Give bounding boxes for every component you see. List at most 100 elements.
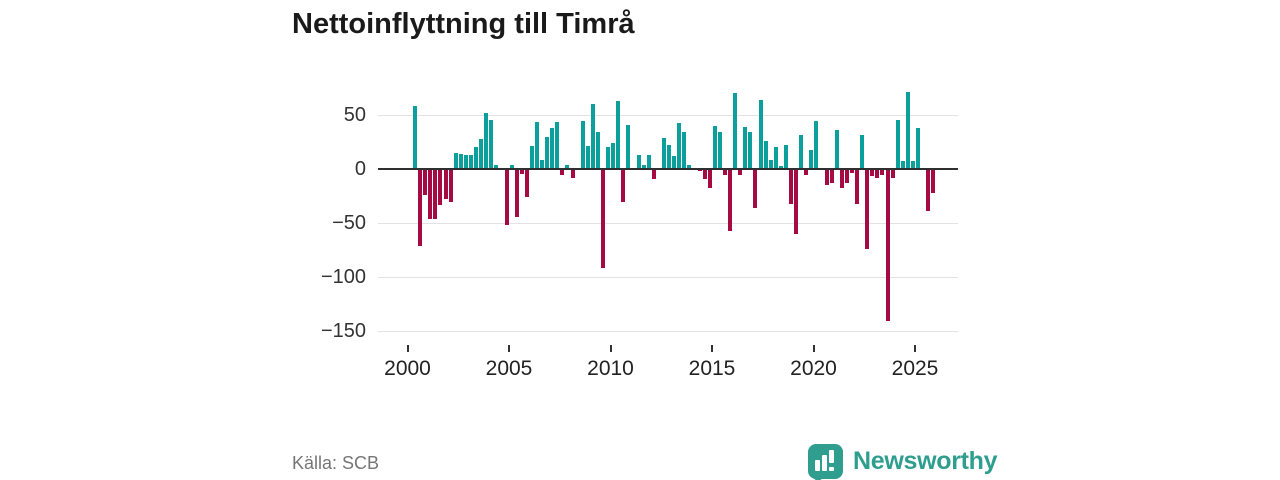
bar-positive bbox=[768, 159, 773, 170]
bar-negative bbox=[789, 169, 793, 204]
bar-negative bbox=[824, 169, 829, 186]
x-tick-label: 2015 bbox=[688, 357, 736, 380]
bar-positive bbox=[733, 92, 738, 170]
bar-positive bbox=[682, 131, 687, 170]
bar-positive bbox=[585, 145, 590, 170]
bar-positive bbox=[677, 122, 682, 170]
bar-positive bbox=[616, 101, 621, 170]
bar-negative bbox=[865, 169, 870, 250]
logo-bar-icon bbox=[815, 460, 820, 471]
x-tick-mark bbox=[406, 345, 409, 352]
x-tick-mark bbox=[914, 345, 916, 352]
bar-positive bbox=[687, 164, 692, 170]
bar-negative bbox=[438, 169, 443, 205]
bar-positive bbox=[717, 131, 722, 170]
bar-negative bbox=[855, 169, 860, 204]
bar-negative bbox=[794, 169, 799, 234]
bar-positive bbox=[611, 143, 616, 170]
chart-title: Nettoinflyttning till Timrå bbox=[292, 8, 635, 40]
x-tick-label: 2005 bbox=[485, 357, 533, 380]
bar-positive bbox=[463, 155, 468, 170]
bar-negative bbox=[697, 169, 702, 172]
bar-positive bbox=[905, 91, 910, 170]
logo-exclamation-icon bbox=[829, 450, 834, 463]
bar-negative bbox=[844, 169, 849, 184]
bar-positive bbox=[606, 146, 611, 170]
bar-positive bbox=[834, 130, 839, 170]
x-tick-label: 2025 bbox=[891, 357, 939, 380]
bar-negative bbox=[423, 169, 428, 196]
bar-positive bbox=[916, 128, 920, 170]
bar-negative bbox=[443, 169, 448, 200]
bar-positive bbox=[540, 159, 545, 170]
bar-negative bbox=[601, 169, 606, 269]
bar-negative bbox=[560, 169, 565, 175]
bar-negative bbox=[728, 169, 733, 231]
bar-positive bbox=[662, 138, 666, 170]
bar-positive bbox=[468, 155, 473, 170]
gridline bbox=[378, 114, 958, 116]
bar-positive bbox=[474, 146, 479, 170]
bar-positive bbox=[895, 119, 900, 170]
bar-negative bbox=[428, 169, 433, 219]
x-tick-mark bbox=[812, 345, 815, 352]
bar-positive bbox=[641, 164, 646, 170]
bar-negative bbox=[514, 169, 519, 217]
bar-positive bbox=[413, 105, 418, 170]
bar-positive bbox=[910, 160, 915, 170]
bar-positive bbox=[550, 128, 555, 170]
bar-positive bbox=[778, 166, 783, 170]
bar-negative bbox=[829, 169, 834, 184]
bar-positive bbox=[814, 120, 819, 170]
bar-positive bbox=[712, 126, 717, 170]
bar-negative bbox=[707, 169, 712, 188]
y-tick-label: 0 bbox=[354, 158, 366, 181]
bar-positive bbox=[758, 100, 763, 170]
bar-positive bbox=[900, 160, 905, 170]
bar-negative bbox=[885, 169, 890, 322]
brand-name: Newsworthy bbox=[853, 447, 998, 475]
bar-negative bbox=[875, 169, 880, 178]
y-tick-label: 50 bbox=[343, 104, 366, 127]
bar-positive bbox=[453, 153, 458, 170]
bar-negative bbox=[524, 169, 529, 198]
bar-positive bbox=[809, 149, 814, 170]
bar-positive bbox=[646, 155, 651, 170]
bar-negative bbox=[433, 169, 438, 219]
bar-negative bbox=[418, 169, 423, 246]
bar-positive bbox=[484, 113, 489, 170]
bar-positive bbox=[590, 103, 595, 170]
bar-positive bbox=[545, 136, 550, 170]
logo-exclamation-dot bbox=[829, 467, 834, 471]
bar-positive bbox=[458, 154, 463, 170]
y-tick-label: −50 bbox=[332, 212, 366, 235]
bar-negative bbox=[880, 169, 885, 175]
bar-positive bbox=[555, 121, 560, 170]
bar-positive bbox=[636, 155, 641, 170]
x-tick-mark bbox=[711, 345, 713, 352]
bar-negative bbox=[570, 169, 575, 178]
bar-positive bbox=[489, 119, 494, 170]
bar-negative bbox=[849, 169, 854, 173]
bar-positive bbox=[799, 134, 804, 170]
bar-positive bbox=[529, 145, 534, 170]
bar-negative bbox=[504, 169, 509, 226]
logo-bar-icon bbox=[822, 455, 827, 471]
bar-positive bbox=[743, 127, 748, 170]
bar-positive bbox=[494, 164, 499, 170]
bar-positive bbox=[783, 144, 788, 170]
bar-negative bbox=[621, 169, 626, 202]
brand-logo: Newsworthy bbox=[808, 443, 998, 480]
bar-negative bbox=[651, 169, 656, 179]
y-tick-label: −100 bbox=[320, 266, 366, 289]
bar-positive bbox=[595, 131, 600, 170]
source-caption: Källa: SCB bbox=[292, 453, 380, 473]
bar-negative bbox=[738, 169, 743, 175]
gridline bbox=[378, 330, 958, 332]
y-tick-label: −150 bbox=[320, 320, 366, 342]
bar-positive bbox=[479, 139, 484, 170]
bar-negative bbox=[870, 169, 875, 176]
gridline bbox=[378, 276, 958, 278]
bar-negative bbox=[519, 169, 524, 174]
